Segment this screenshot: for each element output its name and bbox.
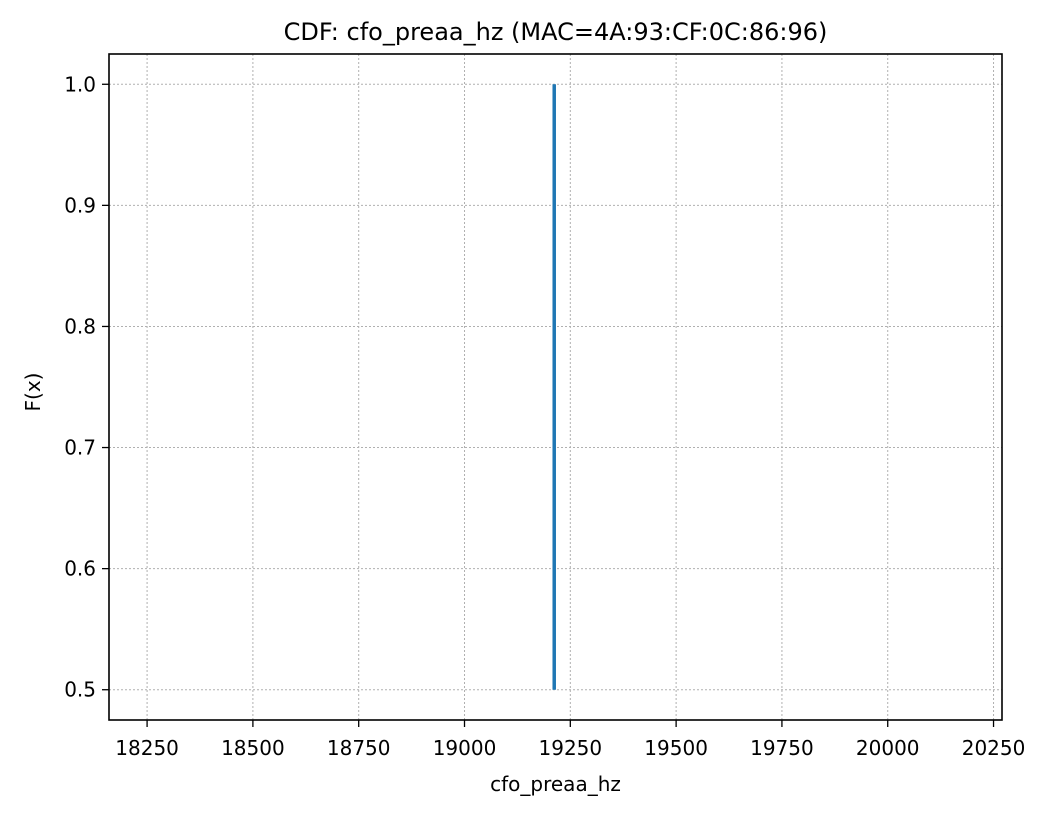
x-tick-label: 18250 <box>115 736 179 760</box>
plot-frame <box>108 53 1003 721</box>
x-axis-ticks: 18250 18500 18750 19000 19250 19500 19750 20000… <box>115 720 1025 760</box>
y-tick-label: 1.0 <box>64 72 96 96</box>
x-tick-label: 20000 <box>856 736 920 760</box>
x-axis-label: cfo_preaa_hz <box>490 772 621 796</box>
x-tick-label: 18500 <box>221 736 285 760</box>
y-tick-label: 0.5 <box>64 678 96 702</box>
x-tick-label: 19000 <box>433 736 497 760</box>
x-tick-label: 20250 <box>962 736 1026 760</box>
grid-lines <box>109 54 1002 720</box>
y-tick-label: 0.6 <box>64 557 96 581</box>
x-tick-label: 19750 <box>750 736 814 760</box>
y-axis-label: F(x) <box>21 373 45 412</box>
y-tick-label: 0.7 <box>64 436 96 460</box>
x-tick-label: 19500 <box>644 736 708 760</box>
y-tick-label: 0.8 <box>64 314 96 338</box>
x-tick-label: 18750 <box>327 736 391 760</box>
y-axis-ticks: 0.5 0.6 0.7 0.8 0.9 1.0 <box>64 72 109 702</box>
y-tick-label: 0.9 <box>64 193 96 217</box>
chart-title: CDF: cfo_preaa_hz (MAC=4A:93:CF:0C:86:96… <box>284 18 828 46</box>
x-tick-label: 19250 <box>539 736 603 760</box>
